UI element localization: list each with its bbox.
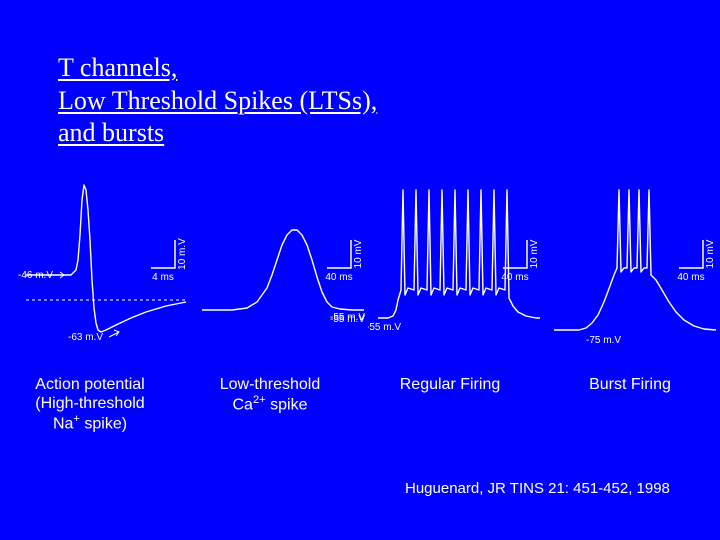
scalebar xyxy=(679,240,703,268)
scalebar-voltage-label: 10 mV xyxy=(705,239,716,268)
caption-burst-firing: Burst Firing xyxy=(540,375,720,434)
scalebar-voltage-label: 10 m.V xyxy=(177,238,188,270)
caption-low-threshold: Low-thresholdCa2+ spike xyxy=(180,375,360,434)
caption-regular-firing: Regular Firing xyxy=(360,375,540,434)
baseline-label: -55 m.V xyxy=(330,312,365,323)
title-line-2: Low Threshold Spikes (LTSs), xyxy=(58,86,377,115)
scalebar-time-label: 40 ms xyxy=(325,272,352,283)
scalebar-voltage-label: 10 mV xyxy=(529,239,540,268)
panel-low-threshold: 40 ms10 mV -55 m.V xyxy=(192,180,367,365)
title-line-1: T channels, xyxy=(58,53,177,82)
baseline-label: -46 m.V xyxy=(18,270,53,281)
citation: Huguenard, JR TINS 21: 451-452, 1998 xyxy=(405,480,670,497)
scalebar xyxy=(151,240,175,268)
arrow-icon xyxy=(54,272,64,278)
trace xyxy=(202,230,364,310)
trace xyxy=(378,190,540,318)
reset-label: -63 m.V xyxy=(68,332,103,343)
scalebar-time-label: 40 ms xyxy=(677,272,704,283)
caption-action-potential: Action potential(High-thresholdNa+ spike… xyxy=(0,375,180,434)
scalebar-voltage-label: 10 mV xyxy=(353,239,364,268)
baseline-label: -55 m.V xyxy=(368,322,401,333)
scalebar xyxy=(327,240,351,268)
baseline-label: -75 m.V xyxy=(586,335,621,346)
trace xyxy=(26,185,186,332)
scalebar-time-label: 40 ms xyxy=(501,272,528,283)
caption-row: Action potential(High-thresholdNa+ spike… xyxy=(0,375,720,434)
arrow-icon xyxy=(109,330,119,337)
title-line-3: and bursts xyxy=(58,118,164,147)
slide-title: T channels, Low Threshold Spikes (LTSs),… xyxy=(58,52,377,150)
scalebar-time-label: 4 ms xyxy=(152,272,174,283)
trace xyxy=(554,190,716,330)
panel-burst-firing: 40 ms10 mV -75 m.V xyxy=(544,180,719,365)
panel-action-potential: 4 ms10 m.V -46 m.V -63 m.V xyxy=(16,180,191,365)
panel-regular-firing: 40 ms10 mV -55 m.V xyxy=(368,180,543,365)
